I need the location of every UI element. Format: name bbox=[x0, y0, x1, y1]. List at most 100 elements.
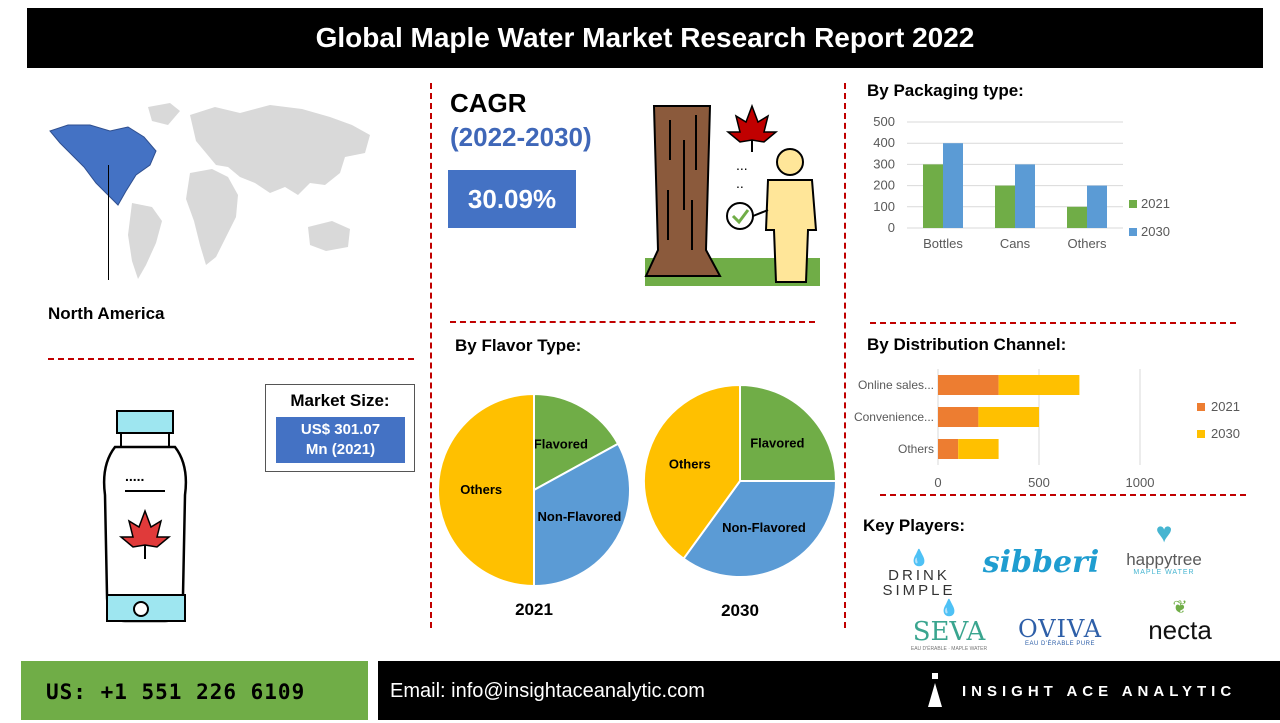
flavor-pie-charts: Flavored Non-Flavored Others 2021 Flavored No… bbox=[437, 383, 838, 620]
bar-2030 bbox=[978, 407, 1039, 427]
divider-right bbox=[844, 83, 846, 628]
divider-left bbox=[430, 83, 432, 628]
pie-slice-others bbox=[643, 383, 741, 561]
player-logo-necta: ❦ necta bbox=[1130, 597, 1230, 643]
brand-logo-icon bbox=[928, 673, 942, 707]
y-tick-label: 300 bbox=[873, 156, 895, 171]
x-tick-label: 500 bbox=[1028, 475, 1050, 490]
x-tick-label: Others bbox=[1067, 236, 1107, 251]
footer-email[interactable]: Email: info@insightaceanalytic.com bbox=[378, 661, 902, 720]
bar-2021 bbox=[938, 407, 979, 427]
pie-slice-label: Non-Flavored bbox=[722, 520, 806, 535]
y-tick-label: 400 bbox=[873, 135, 895, 150]
legend-swatch bbox=[1197, 430, 1205, 438]
pie-slice-label: Flavored bbox=[534, 437, 588, 452]
footer-phone[interactable]: US: +1 551 226 6109 bbox=[21, 661, 368, 720]
flavor-heading: By Flavor Type: bbox=[455, 336, 582, 355]
cagr-period: (2022-2030) bbox=[450, 122, 592, 152]
pie-slice-label: Others bbox=[460, 482, 502, 497]
market-size-card: Market Size: US$ 301.07 Mn (2021) bbox=[265, 384, 415, 472]
maple-tree-illustration: ... .. bbox=[644, 103, 820, 286]
svg-text:..: .. bbox=[736, 175, 744, 191]
pie-slice-non-flavored bbox=[533, 442, 631, 588]
legend-label: 2021 bbox=[1211, 399, 1240, 414]
page-title: Global Maple Water Market Research Repor… bbox=[27, 8, 1263, 68]
market-size-value: US$ 301.07 Mn (2021) bbox=[276, 417, 405, 463]
market-size-label: Market Size: bbox=[290, 391, 390, 410]
cagr-value: 30.09% bbox=[448, 170, 576, 228]
leaf-drop-icon: 💧 bbox=[939, 600, 959, 617]
bar-2021 bbox=[938, 375, 999, 395]
y-tick-label: 500 bbox=[873, 114, 895, 129]
pie-slice-others bbox=[437, 392, 535, 588]
divider-distribution bbox=[880, 494, 1246, 496]
player-tagline: EAU D'ÉRABLE · MAPLE WATER bbox=[910, 646, 988, 652]
y-tick-label: 0 bbox=[888, 220, 895, 235]
legend-label: 2030 bbox=[1211, 426, 1240, 441]
svg-text:.....: ..... bbox=[125, 468, 144, 484]
footer-brand: INSIGHT ACE ANALYTIC bbox=[902, 661, 1280, 720]
pie-title: 2030 bbox=[721, 601, 759, 620]
packaging-heading: By Packaging type: bbox=[867, 81, 1024, 100]
player-logo-drink-simple: 💧 DRINK SIMPLE bbox=[873, 548, 965, 598]
bar-2021 bbox=[938, 439, 959, 459]
distribution-heading: By Distribution Channel: bbox=[867, 335, 1067, 354]
bar-2030 bbox=[943, 143, 963, 228]
leaf-icon: ❦ bbox=[1172, 597, 1188, 617]
y-tick-label: Others bbox=[898, 442, 934, 456]
y-tick-label: 100 bbox=[873, 199, 895, 214]
y-tick-label: 200 bbox=[873, 178, 895, 193]
legend-swatch bbox=[1129, 228, 1137, 236]
region-label: North America bbox=[48, 304, 165, 323]
key-players-heading: Key Players: bbox=[863, 516, 966, 535]
divider-packaging bbox=[870, 322, 1236, 324]
pie-slice-label: Flavored bbox=[750, 436, 804, 451]
player-logo-oviva: OVIVA EAU D'ÉRABLE PURE bbox=[1014, 617, 1106, 647]
x-tick-label: 1000 bbox=[1126, 475, 1155, 490]
player-name: necta bbox=[1148, 615, 1212, 645]
y-tick-label: Convenience... bbox=[854, 410, 934, 424]
pie-slice-non-flavored bbox=[682, 480, 838, 578]
player-logo-sibberi: sibberi bbox=[980, 545, 1102, 580]
water-drop-icon: 💧 bbox=[909, 550, 929, 567]
pie-title: 2021 bbox=[515, 600, 553, 619]
legend-label: 2030 bbox=[1141, 224, 1170, 239]
market-size-value-line2: Mn (2021) bbox=[305, 441, 376, 458]
player-tagline: MAPLE WATER bbox=[1133, 569, 1195, 576]
x-tick-label: 0 bbox=[934, 475, 941, 490]
player-logo-happytree: ♥ happytree MAPLE WATER bbox=[1118, 515, 1210, 576]
legend-label: 2021 bbox=[1141, 196, 1170, 211]
legend-swatch bbox=[1129, 200, 1137, 208]
cagr-title: CAGR bbox=[450, 88, 527, 118]
legend-swatch bbox=[1197, 403, 1205, 411]
y-tick-label: Online sales... bbox=[858, 378, 934, 392]
bar-2021 bbox=[995, 185, 1015, 228]
bar-2030 bbox=[1087, 185, 1107, 228]
packaging-bar-chart: 0 100 200 300 400 500 Bottles Cans Others 2021 203… bbox=[873, 114, 1170, 251]
player-name: SEVA bbox=[912, 617, 986, 647]
pie-slice-flavored bbox=[533, 392, 620, 492]
bar-2021 bbox=[1067, 206, 1087, 228]
world-map bbox=[49, 103, 370, 279]
player-logo-seva: 💧 SEVA EAU D'ÉRABLE · MAPLE WATER bbox=[903, 600, 995, 652]
x-tick-label: Bottles bbox=[923, 236, 963, 251]
market-size-value-line1: US$ 301.07 bbox=[300, 421, 381, 438]
svg-text:...: ... bbox=[736, 157, 748, 173]
distribution-bar-chart: 0 500 1000 Online sales... Convenience... Oth… bbox=[854, 369, 1240, 490]
divider-map bbox=[48, 358, 414, 360]
x-tick-label: Cans bbox=[1000, 236, 1031, 251]
bar-2030 bbox=[958, 439, 999, 459]
pie-slice-label: Non-Flavored bbox=[538, 509, 622, 524]
bar-2021 bbox=[923, 164, 943, 228]
map-pointer-line bbox=[108, 165, 109, 280]
bar-2030 bbox=[1015, 164, 1035, 228]
player-name: sibberi bbox=[982, 545, 1100, 580]
player-name: OVIVA bbox=[1017, 615, 1103, 643]
north-america-highlight bbox=[49, 124, 157, 206]
pie-slice-label: Others bbox=[669, 457, 711, 472]
brand-name: INSIGHT ACE ANALYTIC bbox=[962, 683, 1237, 700]
player-name: happytree bbox=[1126, 550, 1202, 569]
bar-2030 bbox=[998, 375, 1080, 395]
divider-cagr bbox=[450, 321, 815, 323]
player-tagline: EAU D'ÉRABLE PURE bbox=[1025, 641, 1095, 647]
